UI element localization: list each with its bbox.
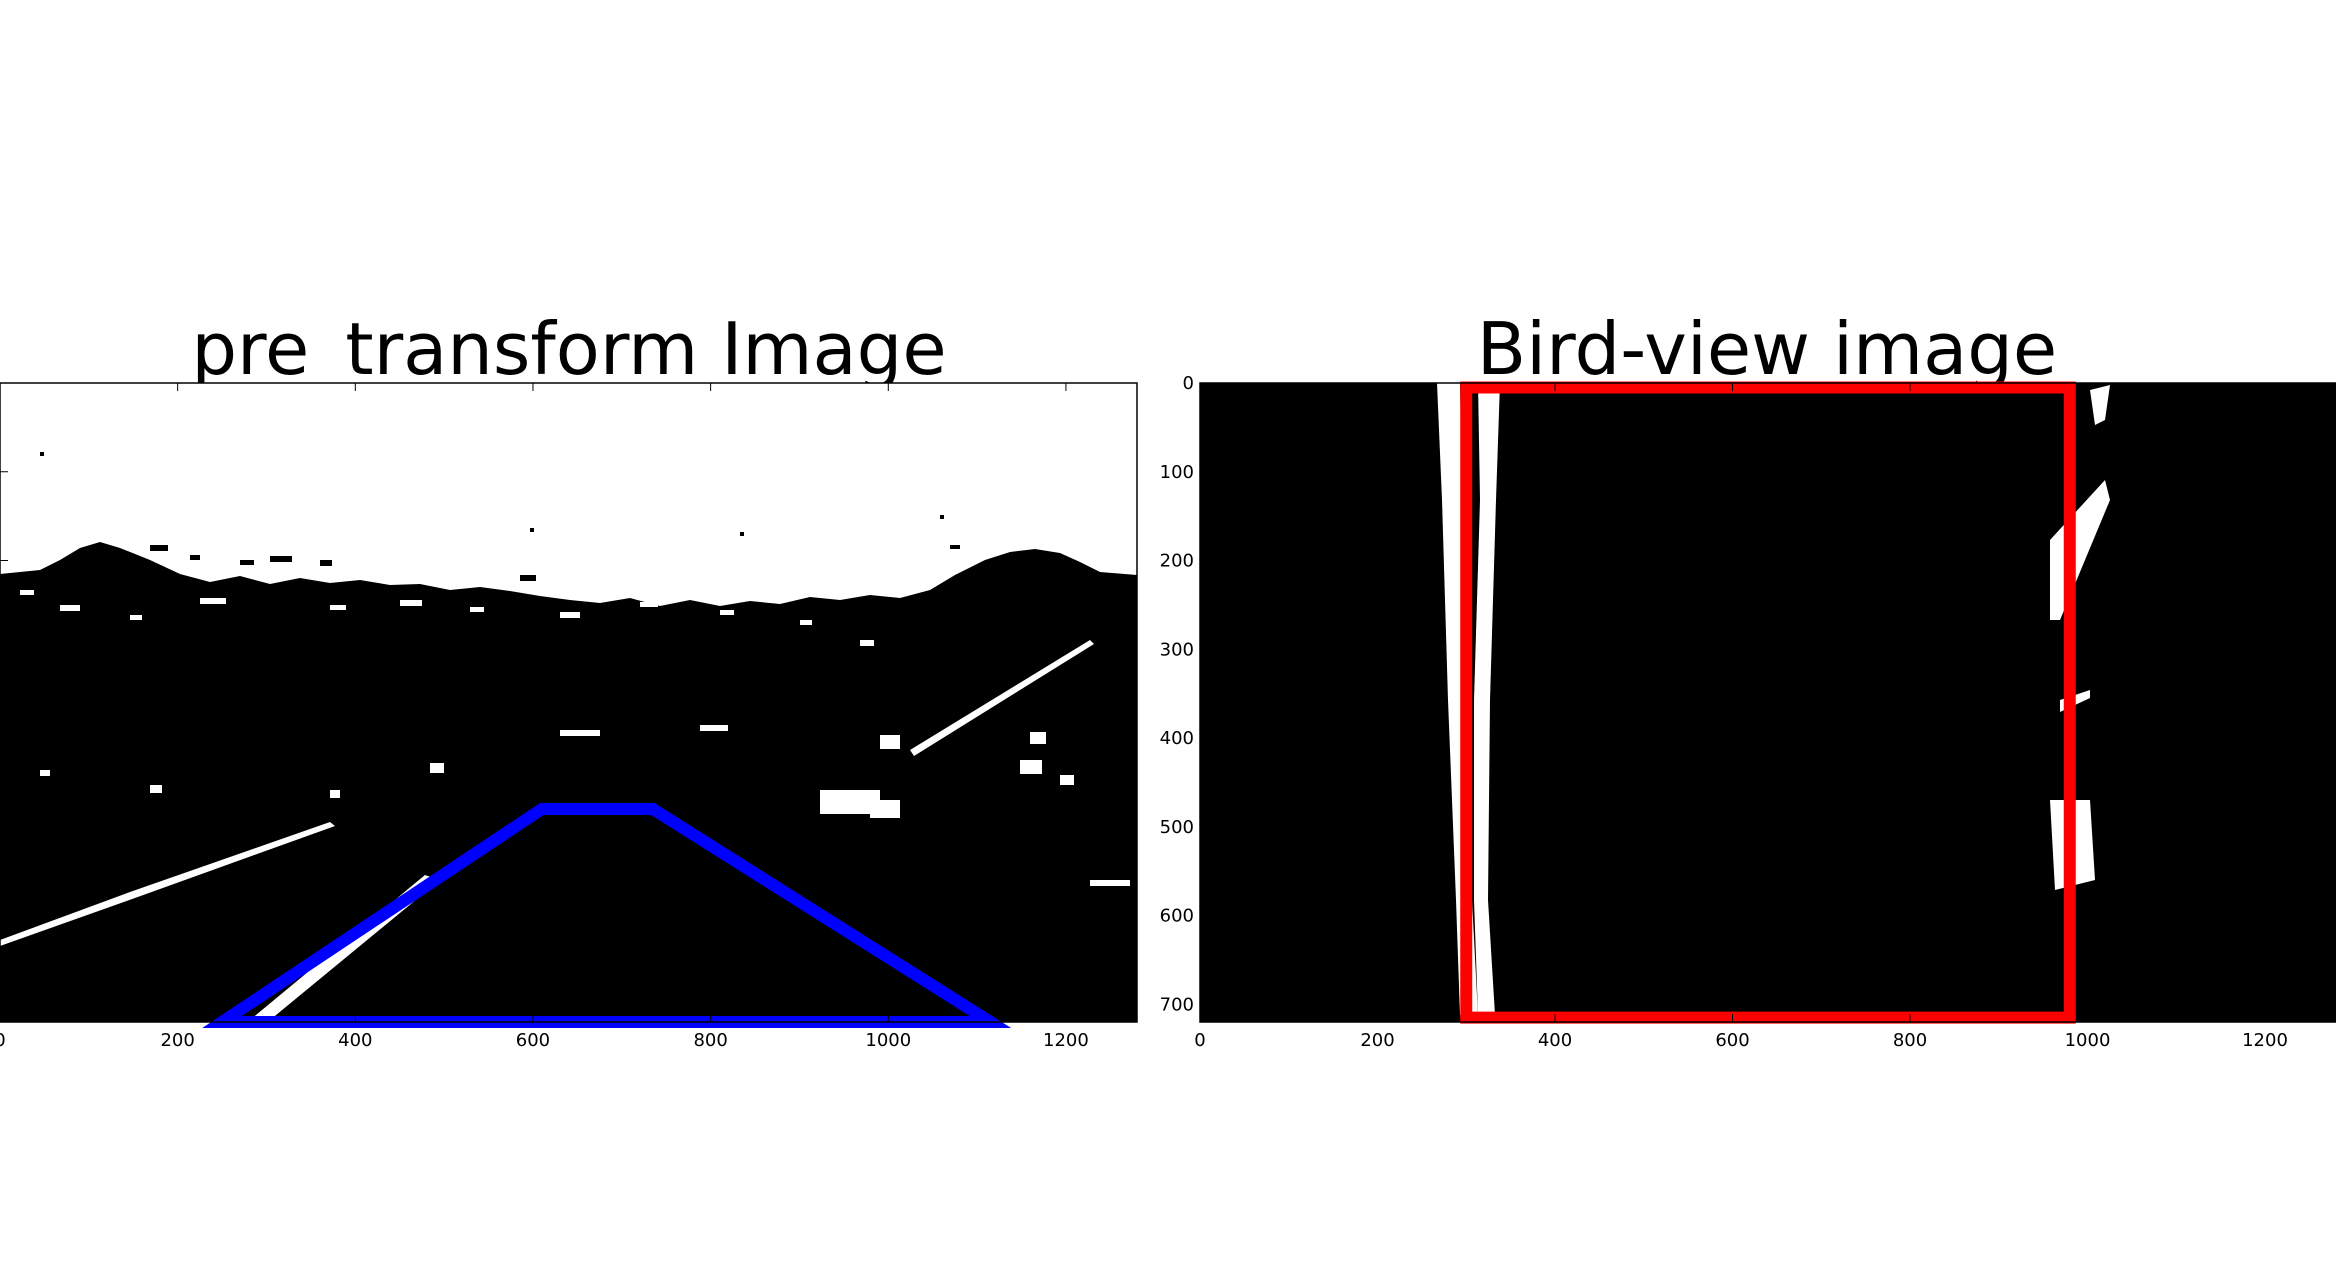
y-tick-label: 600	[1160, 906, 1194, 927]
left-axis-ticks: 0 200 400 600 800 1000 1200	[0, 383, 1089, 1051]
x-tick-label: 800	[1893, 1030, 1927, 1051]
x-tick-label: 0	[1194, 1030, 1205, 1051]
x-tick-label: 800	[693, 1030, 727, 1051]
birdview-right-dash-4	[2090, 385, 2110, 425]
x-tick-label: 1000	[2065, 1030, 2111, 1051]
x-tick-label: 0	[0, 1030, 6, 1051]
left-panel-title: pre_transform Image	[191, 307, 947, 391]
x-tick-label: 600	[516, 1030, 550, 1051]
y-tick-label: 300	[1160, 639, 1194, 660]
y-tick-label: 100	[1160, 462, 1194, 483]
y-tick-label: 0	[1183, 373, 1194, 394]
left-axes-frame	[0, 382, 1138, 1023]
y-tick-label: 200	[1160, 551, 1194, 572]
birdview-left-lane-2	[1474, 383, 1500, 1015]
y-tick-label: 700	[1160, 994, 1194, 1015]
destination-rectangle	[1460, 381, 2076, 1024]
x-tick-label: 1200	[1043, 1030, 1089, 1051]
right-axis-ticks: 0 200 400 600 800 1000 1200 0 100 200 300 400 500 600…	[1160, 373, 2336, 1051]
right-image-background	[1200, 383, 2336, 1022]
right-image-panel	[1200, 383, 2336, 1022]
sky-specks	[40, 452, 960, 581]
x-tick-label: 400	[338, 1030, 372, 1051]
x-tick-label: 1200	[2242, 1030, 2288, 1051]
left-image-panel	[0, 383, 1137, 1022]
destination-rectangle-overlay	[1460, 381, 2076, 1024]
x-tick-label: 600	[1715, 1030, 1749, 1051]
x-tick-label: 200	[160, 1030, 194, 1051]
right-panel-title: Bird-view image	[1476, 307, 2058, 391]
right-axes-frame	[1199, 382, 2336, 1023]
left-road-edge	[0, 822, 335, 946]
x-tick-label: 1000	[865, 1030, 911, 1051]
y-tick-label: 400	[1160, 728, 1194, 749]
y-tick-label: 500	[1160, 817, 1194, 838]
x-tick-label: 200	[1360, 1030, 1394, 1051]
x-tick-label: 400	[1538, 1030, 1572, 1051]
ground-specks	[20, 590, 1130, 886]
right-guardrail	[910, 640, 1094, 756]
sky-region	[0, 383, 1137, 606]
